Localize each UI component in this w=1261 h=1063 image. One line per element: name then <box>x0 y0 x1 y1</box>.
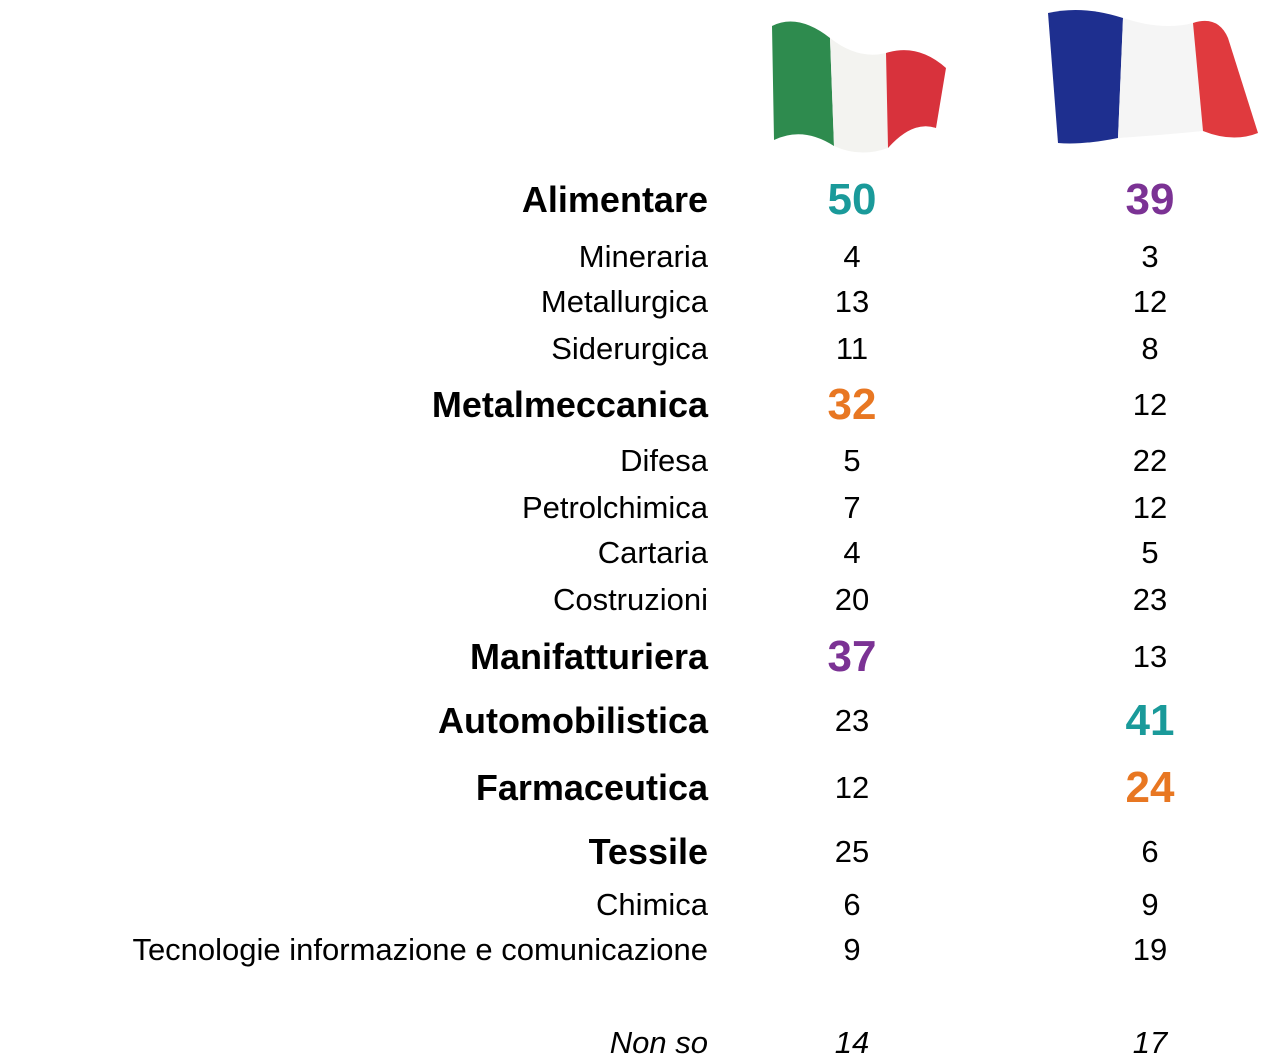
italy-value: 37 <box>782 637 922 677</box>
france-value: 3 <box>1080 237 1220 277</box>
france-value: 8 <box>1080 329 1220 369</box>
france-value: 22 <box>1080 441 1220 481</box>
france-value: 12 <box>1080 488 1220 528</box>
sector-label: Costruzioni <box>553 580 708 620</box>
sector-label: Difesa <box>620 441 708 481</box>
sector-label: Alimentare <box>522 180 708 220</box>
italy-value: 6 <box>782 885 922 925</box>
sector-label: Automobilistica <box>438 701 708 741</box>
france-value: 19 <box>1080 930 1220 970</box>
sector-label: Metalmeccanica <box>432 385 708 425</box>
france-value: 12 <box>1080 385 1220 425</box>
france-value: 9 <box>1080 885 1220 925</box>
sector-label: Manifatturiera <box>470 637 708 677</box>
france-value: 17 <box>1080 1023 1220 1063</box>
italy-value: 7 <box>782 488 922 528</box>
page: Alimentare 50 39 Mineraria 4 3 Metallurgica 13 1… <box>0 0 1261 1057</box>
sector-label: Cartaria <box>598 533 708 573</box>
italy-value: 20 <box>782 580 922 620</box>
france-value: 6 <box>1080 832 1220 872</box>
italy-value: 50 <box>782 180 922 220</box>
sector-label: Chimica <box>596 885 708 925</box>
france-value: 5 <box>1080 533 1220 573</box>
sector-label: Metallurgica <box>541 282 708 322</box>
italy-value: 9 <box>782 930 922 970</box>
france-value: 24 <box>1080 768 1220 808</box>
sector-label: Siderurgica <box>551 329 708 369</box>
italy-value: 12 <box>782 768 922 808</box>
france-value: 13 <box>1080 637 1220 677</box>
italy-value: 14 <box>782 1023 922 1063</box>
italy-value: 5 <box>782 441 922 481</box>
italy-value: 23 <box>782 701 922 741</box>
italy-value: 4 <box>782 533 922 573</box>
sector-label: Tecnologie informazione e comunicazione <box>132 930 708 970</box>
sector-label: Mineraria <box>579 237 708 277</box>
italy-value: 13 <box>782 282 922 322</box>
france-value: 12 <box>1080 282 1220 322</box>
france-value: 41 <box>1080 701 1220 741</box>
sector-label: Non so <box>610 1023 708 1063</box>
italy-value: 25 <box>782 832 922 872</box>
france-value: 39 <box>1080 180 1220 220</box>
italy-value: 11 <box>782 329 922 369</box>
sector-label: Tessile <box>589 832 708 872</box>
italy-value: 32 <box>782 385 922 425</box>
france-flag <box>1043 3 1261 148</box>
france-value: 23 <box>1080 580 1220 620</box>
italy-flag <box>768 8 950 153</box>
sector-label: Petrolchimica <box>522 488 708 528</box>
sector-label: Farmaceutica <box>476 768 708 808</box>
italy-value: 4 <box>782 237 922 277</box>
